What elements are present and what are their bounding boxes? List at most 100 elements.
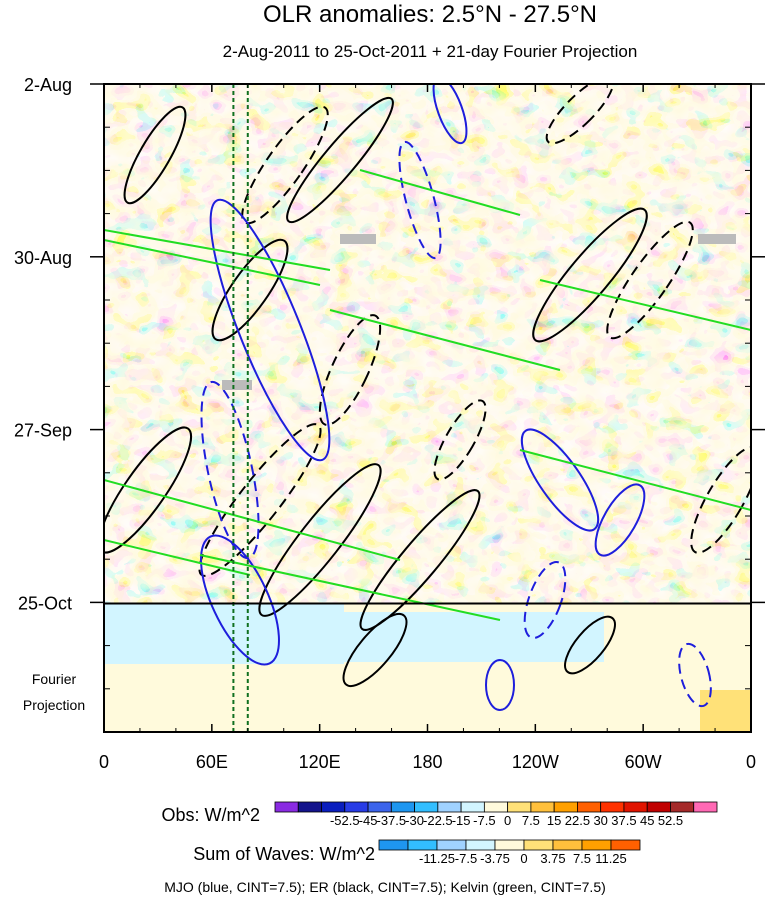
er-contour	[359, 489, 481, 631]
er-contour	[104, 426, 193, 554]
er-contour	[342, 613, 408, 687]
colorbar-label: 37.5	[611, 813, 636, 828]
colorbar-swatch	[530, 801, 555, 813]
colorbar-swatch	[274, 801, 299, 813]
x-tick-label: 60E	[196, 752, 228, 772]
kelvin-contour	[359, 169, 521, 216]
obs-anomaly-field	[104, 84, 751, 604]
colorbar-label: -22.5	[423, 813, 453, 828]
kelvin-contour	[539, 279, 751, 331]
colorbar-swatch	[577, 801, 602, 813]
colorbar-swatch	[297, 801, 322, 813]
colorbar-swatch	[507, 801, 532, 813]
projection-negative-patch-center	[344, 612, 604, 662]
colorbar-label: 0	[520, 851, 527, 866]
colorbar-swatch	[693, 801, 718, 813]
colorbar-swatch	[494, 839, 525, 851]
y-tick-label: 25-Oct	[18, 593, 72, 613]
colorbar-label: -45	[359, 813, 378, 828]
y-tick-label: 2-Aug	[24, 75, 72, 95]
colorbar-label: -15	[452, 813, 471, 828]
chart-title: OLR anomalies: 2.5°N - 27.5°N	[263, 1, 597, 28]
er-contour	[318, 314, 382, 426]
colorbar-label: -7.5	[455, 851, 477, 866]
colorbar-label: 3.75	[540, 851, 565, 866]
colorbar-swatch	[367, 801, 392, 813]
waves-colorbar-title: Sum of Waves: W/m^2	[193, 844, 375, 864]
x-tick-label: 180	[412, 752, 442, 772]
legend-footer: MJO (blue, CINT=7.5); ER (black, CINT=7.…	[164, 879, 606, 895]
colorbar-swatch	[646, 801, 671, 813]
gray-missing-markers	[222, 234, 736, 390]
colorbar-swatch	[414, 801, 439, 813]
colorbar-swatch	[670, 801, 695, 813]
colorbar-swatch	[436, 839, 467, 851]
x-tick-label: 120E	[299, 752, 341, 772]
er-contour	[532, 207, 648, 343]
mjo-contour	[209, 198, 331, 462]
plot-area	[104, 84, 751, 732]
er-contour	[258, 463, 382, 617]
er-contour	[564, 615, 616, 675]
colorbar-swatch	[407, 839, 438, 851]
x-tick-label: 60W	[625, 752, 662, 772]
mjo-contour	[520, 428, 600, 532]
colorbar-swatch	[581, 839, 612, 851]
colorbar-swatch	[600, 801, 625, 813]
colorbar-swatch	[460, 801, 485, 813]
mjo-contour	[200, 380, 260, 560]
colorbar-swatch	[465, 839, 496, 851]
er-contour	[123, 105, 187, 205]
colorbar-label: 0	[504, 813, 511, 828]
colorbar-label: 45	[640, 813, 654, 828]
er-contour	[606, 220, 694, 340]
colorbar-label: 30	[593, 813, 607, 828]
er-contour	[286, 96, 394, 224]
er-contour	[545, 84, 615, 145]
missing-data-marker	[698, 234, 736, 244]
colorbar-label: 7.5	[522, 813, 540, 828]
colorbar-label: -7.5	[473, 813, 495, 828]
colorbar-swatch	[553, 801, 578, 813]
colorbar-label: 7.5	[573, 851, 591, 866]
kelvin-contour	[519, 449, 751, 511]
chart-subtitle: 2-Aug-2011 to 25-Oct-2011 + 21-day Fouri…	[223, 42, 638, 61]
colorbar-swatch	[610, 839, 641, 851]
mjo-contour	[485, 659, 515, 711]
colorbar-swatch	[437, 801, 462, 813]
x-axis: 0 60E 120E 180 120W 60W 0	[99, 84, 756, 772]
y-tick-label: 30-Aug	[14, 248, 72, 268]
colorbar-swatch	[523, 839, 554, 851]
mjo-contour	[432, 84, 468, 145]
y-tick-label: 27-Sep	[14, 421, 72, 441]
x-tick-label: 0	[99, 752, 109, 772]
x-tick-label: 0	[746, 752, 756, 772]
projection-positive-patch	[700, 690, 751, 732]
mjo-contour	[200, 534, 280, 666]
kelvin-contour	[329, 309, 561, 371]
missing-data-marker	[340, 234, 376, 244]
kelvin-contours	[104, 169, 751, 621]
mjo-contour	[678, 642, 712, 708]
kelvin-contour	[199, 554, 501, 621]
colorbar-swatch	[552, 839, 583, 851]
colorbar-label: -3.75	[480, 851, 510, 866]
colorbar-swatch	[344, 801, 369, 813]
colorbar-swatch	[390, 801, 415, 813]
waves-colorbar: -11.25 -7.5 -3.75 0 3.75 7.5 11.25	[378, 839, 641, 866]
obs-colorbar-title: Obs: W/m^2	[162, 805, 260, 825]
colorbar-label: 11.25	[595, 851, 627, 866]
colorbar-swatch	[483, 801, 509, 813]
projection-neutral-patch-east	[620, 604, 751, 644]
obs-colorbar: -52.5 -45 -37.5 -30 -22.5 -15 -7.5 0 7.5 15 22.5 30…	[274, 801, 718, 828]
colorbar-swatch	[623, 801, 648, 813]
kelvin-contour	[104, 479, 401, 561]
er-contour	[690, 446, 751, 554]
colorbar-label: -37.5	[376, 813, 406, 828]
colorbar-label: 52.5	[658, 813, 683, 828]
colorbar-swatch	[378, 839, 409, 851]
colorbar-label: 22.5	[565, 813, 590, 828]
x-tick-label: 120W	[512, 752, 559, 772]
colorbar-swatch	[321, 801, 346, 813]
